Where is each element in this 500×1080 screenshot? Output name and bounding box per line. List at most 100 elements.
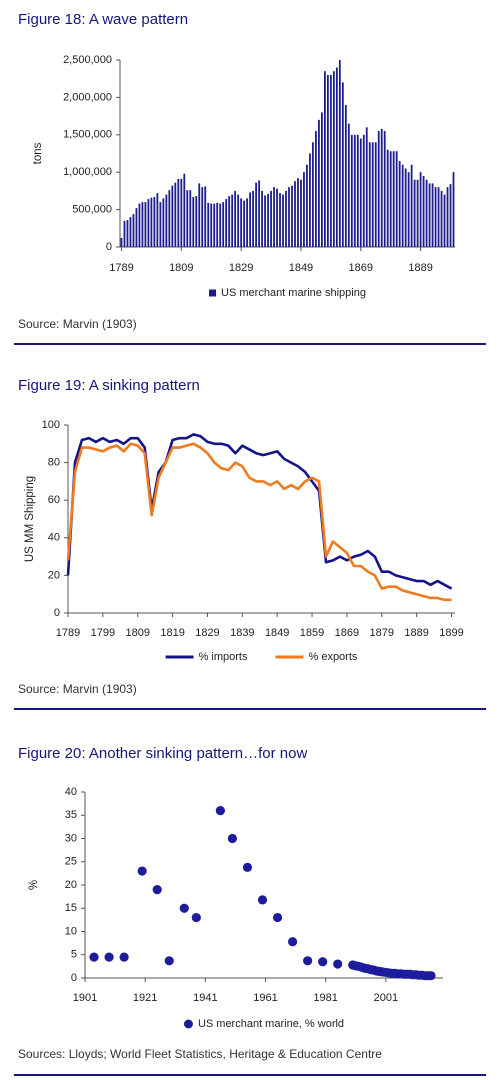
bar [392,151,395,247]
bar [303,172,305,247]
bar [368,142,371,247]
bar [338,60,341,247]
bar [288,187,290,247]
scatter-point [333,959,343,969]
bar [231,194,234,247]
scatter-point [242,862,253,872]
bar [386,149,389,247]
bar [138,203,141,247]
bar [344,104,347,247]
x-tick-label: 1869 [349,262,373,274]
bar [162,198,165,247]
x-tick-label: 1879 [370,627,394,639]
scatter-point [137,866,147,876]
bar [222,202,225,247]
y-tick-label: 30 [65,832,77,844]
figure-title: Figure 19: A sinking pattern [18,377,200,394]
bar [318,119,320,247]
y-tick-label: 5 [71,949,77,961]
bar [249,192,252,247]
bar [425,179,428,247]
y-tick-label: 25 [65,856,77,868]
bar [237,194,240,247]
bar [168,190,171,247]
bar [449,184,452,247]
scatter-point [272,912,283,923]
bar [273,187,275,247]
y-axis-title: US MM Shipping [24,476,36,562]
y-tick-label: 2,500,000 [63,54,112,66]
bar [446,187,449,247]
y-tick-label: 1,500,000 [63,129,112,141]
x-tick-label: 1829 [195,627,219,639]
bar [413,179,416,247]
scatter-point [152,885,162,895]
bar [174,182,177,247]
y-tick-label: 2,000,000 [63,91,112,103]
bar [159,202,162,247]
bar [443,194,446,247]
figure-title: Figure 20: Another sinking pattern…for n… [18,745,307,762]
bar [312,142,314,247]
bar [395,151,398,247]
bar [297,178,299,247]
scatter-point [179,903,189,913]
x-tick-label: 1809 [169,262,193,274]
bar [416,179,419,247]
bar [321,112,323,247]
legend-marker [209,289,217,297]
x-tick-label: 1819 [160,627,184,639]
bar [204,186,207,247]
source: Source: Marvin (1903) [18,317,137,331]
scatter-point [257,895,268,905]
bar [267,193,269,247]
x-tick-label: 1809 [125,627,149,639]
bar [300,179,302,247]
x-tick-label: 1961 [253,992,277,1004]
scatter-point [164,956,174,966]
legend-label: US merchant marine shipping [221,287,366,299]
bar [309,153,311,247]
y-tick-label: 0 [54,607,60,619]
y-tick-label: 1,000,000 [63,166,112,178]
bar [323,71,326,247]
bar [216,202,219,247]
line-series [66,433,453,590]
bar [201,187,204,247]
scatter-point [227,833,238,844]
bar [332,71,335,247]
bar [315,131,317,247]
bar [374,142,377,247]
bar [210,203,213,247]
bar [141,202,144,247]
bar [350,134,353,247]
y-tick-label: 40 [65,786,77,798]
bar [365,127,368,247]
bar [326,74,329,248]
bar [285,190,287,247]
x-tick-label: 1889 [408,262,432,274]
bar [243,200,246,247]
x-tick-label: 1901 [73,992,97,1004]
y-axis-title: % [28,880,40,890]
bar [147,199,150,247]
bar [377,131,380,247]
scatter-point [89,952,99,962]
scatter-point [303,956,313,966]
bar [291,185,293,247]
bar [389,151,392,247]
bar [356,134,359,247]
x-tick-label: 1941 [193,992,217,1004]
bar [192,196,195,247]
scatter-point [119,952,129,962]
bar [335,67,338,247]
y-tick-label: 15 [65,902,77,914]
scatter-point [426,971,436,981]
x-tick-label: 1921 [133,992,157,1004]
bar [144,202,147,247]
bar [132,214,135,247]
bar [261,190,263,247]
y-tick-label: 40 [48,532,60,544]
bar [431,183,434,247]
